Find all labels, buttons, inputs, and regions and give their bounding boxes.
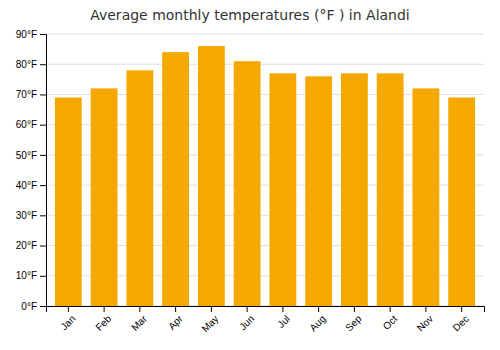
tick-label: 50°F: [16, 150, 37, 161]
bar: [377, 73, 404, 306]
y-tick: 70°F: [16, 89, 46, 100]
bar: [126, 70, 153, 306]
tick-label: Feb: [93, 313, 113, 333]
bar: [412, 88, 439, 306]
tick-label: 40°F: [16, 180, 37, 191]
tick-mark: [247, 306, 248, 312]
tick-label: 20°F: [16, 240, 37, 251]
tick-label: 0°F: [21, 301, 37, 312]
tick-mark: [40, 215, 46, 216]
tick-mark: [175, 306, 176, 312]
x-tick: Mar: [129, 306, 149, 333]
x-tick: Jun: [237, 306, 256, 332]
tick-label: Nov: [415, 313, 435, 333]
tick-label: 80°F: [16, 59, 37, 70]
tick-label: Jul: [275, 313, 292, 330]
y-tick: 30°F: [16, 210, 46, 221]
plot: 0°F 10°F 20°F 30°F 40°F 50°F 60°F 70°F 80°F 90°F J…: [16, 29, 485, 335]
tick-mark: [40, 155, 46, 156]
tick-mark: [318, 306, 319, 312]
x-tick: Dec: [450, 306, 470, 333]
x-axis: Jan Feb Mar Apr May Jun Jul Aug Sep Oct Nov Dec: [47, 306, 485, 334]
bar: [162, 52, 189, 306]
y-axis: 0°F 10°F 20°F 30°F 40°F 50°F 60°F 70°F 80°F 90°F: [16, 29, 47, 312]
grid-line: [46, 34, 484, 35]
bar: [269, 73, 296, 306]
grid-line: [46, 64, 484, 65]
bars: [55, 46, 475, 306]
axis-line: [40, 35, 47, 307]
axis-line: [47, 307, 485, 313]
tick-mark: [40, 34, 46, 35]
tick-label: Apr: [166, 313, 185, 332]
tick-label: Aug: [307, 313, 327, 333]
y-tick: 90°F: [16, 29, 46, 40]
x-tick: Sep: [343, 306, 364, 333]
tick-label: Mar: [129, 313, 149, 333]
tick-label: 60°F: [16, 119, 37, 130]
tick-mark: [40, 276, 46, 277]
x-tick: May: [199, 306, 220, 334]
x-tick: Aug: [307, 306, 327, 333]
tick-label: 10°F: [16, 270, 37, 281]
x-tick: Apr: [166, 306, 185, 332]
tick-label: Oct: [381, 313, 400, 332]
tick-mark: [104, 306, 105, 312]
y-tick: 0°F: [21, 301, 46, 312]
tick-mark: [354, 306, 355, 312]
bar: [91, 88, 118, 306]
tick-mark: [40, 64, 46, 65]
tick-mark: [68, 306, 69, 312]
tick-mark: [40, 94, 46, 95]
bar: [55, 97, 82, 306]
x-tick: Feb: [93, 306, 113, 333]
x-tick: Oct: [381, 306, 400, 332]
title: Average monthly temperatures (°F ) in Al…: [90, 7, 410, 23]
bar: [341, 73, 368, 306]
y-tick: 10°F: [16, 270, 46, 281]
tick-label: 30°F: [16, 210, 37, 221]
bar: [198, 46, 225, 306]
y-tick: 50°F: [16, 150, 46, 161]
tick-label: Sep: [343, 313, 364, 334]
tick-mark: [139, 306, 140, 312]
tick-mark: [40, 125, 46, 126]
y-tick: 80°F: [16, 59, 46, 70]
tick-mark: [40, 246, 46, 247]
y-tick: 20°F: [16, 240, 46, 251]
tick-label: 90°F: [16, 29, 37, 40]
grid: [46, 34, 484, 306]
tick-label: Dec: [450, 313, 470, 333]
bar: [305, 76, 332, 306]
bar: [234, 61, 261, 306]
tick-label: May: [199, 313, 220, 334]
tick-label: Jun: [237, 313, 256, 332]
tick-mark: [40, 185, 46, 186]
tick-mark: [211, 306, 212, 312]
x-tick: Nov: [415, 306, 435, 333]
tick-mark: [425, 306, 426, 312]
x-tick: Jan: [58, 306, 77, 332]
y-tick: 60°F: [16, 119, 46, 130]
tick-mark: [40, 306, 46, 307]
tick-mark: [461, 306, 462, 312]
chart: Average monthly temperatures (°F ) in Al…: [0, 0, 500, 350]
bar: [448, 97, 475, 306]
tick-mark: [282, 306, 283, 312]
tick-mark: [390, 306, 391, 312]
y-tick: 40°F: [16, 180, 46, 191]
tick-label: 70°F: [16, 89, 37, 100]
x-tick: Jul: [275, 306, 292, 330]
tick-label: Jan: [58, 313, 77, 332]
